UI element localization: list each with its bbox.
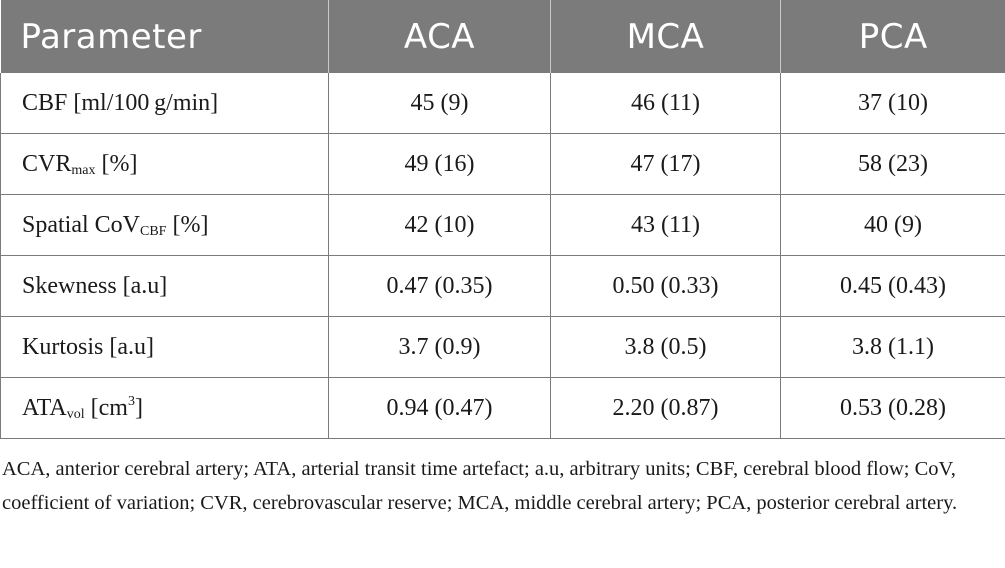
aca-value: 3.7 (0.9) (328, 316, 551, 378)
table-row: Spatial CoVCBF [%] 42 (10) 43 (11) 40 (9… (0, 194, 1005, 256)
mca-value: 3.8 (0.5) (550, 316, 781, 378)
mca-value: 2.20 (0.87) (550, 377, 781, 439)
label-text: Skewness [a.u] (22, 272, 168, 299)
pca-value: 58 (23) (780, 133, 1005, 195)
label-text: Spatial CoV (22, 211, 140, 238)
label-subscript: vol (66, 406, 85, 422)
label-end: ] (134, 394, 143, 421)
table-row: Kurtosis [a.u] 3.7 (0.9) 3.8 (0.5) 3.8 (… (0, 316, 1005, 378)
aca-value: 49 (16) (328, 133, 551, 195)
row-label: ATAvol [cm3] (0, 377, 329, 439)
aca-value: 45 (9) (328, 73, 551, 134)
pca-value: 0.53 (0.28) (780, 377, 1005, 439)
aca-value: 42 (10) (328, 194, 551, 256)
pca-value: 3.8 (1.1) (780, 316, 1005, 378)
row-label: CBF [ml/100 g/min] (0, 73, 329, 134)
header-parameter: Parameter (0, 0, 329, 73)
header-pca: PCA (780, 0, 1005, 73)
label-suffix: [cm (84, 394, 128, 421)
label-suffix: [%] (95, 150, 138, 177)
parameters-table: Parameter ACA MCA PCA CBF [ml/100 g/min]… (0, 0, 1005, 439)
row-label: Kurtosis [a.u] (0, 316, 329, 378)
table-footnote: ACA, anterior cerebral artery; ATA, arte… (2, 458, 958, 514)
mca-value: 43 (11) (550, 194, 781, 256)
row-label: Skewness [a.u] (0, 255, 329, 317)
label-text: Kurtosis [a.u] (22, 333, 154, 360)
mca-value: 0.50 (0.33) (550, 255, 781, 317)
table-row: CVRmax [%] 49 (16) 47 (17) 58 (23) (0, 133, 1005, 195)
label-suffix: [%] (166, 211, 209, 238)
label-superscript: 3 (127, 393, 135, 409)
header-aca: ACA (328, 0, 551, 73)
aca-value: 0.47 (0.35) (328, 255, 551, 317)
row-label: CVRmax [%] (0, 133, 329, 195)
label-text: ATA (22, 394, 67, 421)
label-subscript: CBF (140, 223, 167, 239)
mca-value: 46 (11) (550, 73, 781, 134)
label-text: CBF [ml/100 g/min] (22, 89, 219, 116)
label-subscript: max (71, 162, 96, 178)
pca-value: 40 (9) (780, 194, 1005, 256)
header-mca: MCA (550, 0, 781, 73)
table-row: ATAvol [cm3] 0.94 (0.47) 2.20 (0.87) 0.5… (0, 377, 1005, 439)
pca-value: 37 (10) (780, 73, 1005, 134)
aca-value: 0.94 (0.47) (328, 377, 551, 439)
header-row: Parameter ACA MCA PCA (0, 0, 1005, 73)
mca-value: 47 (17) (550, 133, 781, 195)
label-text: CVR (22, 150, 72, 177)
row-label: Spatial CoVCBF [%] (0, 194, 329, 256)
table-row: Skewness [a.u] 0.47 (0.35) 0.50 (0.33) 0… (0, 255, 1005, 317)
table-row: CBF [ml/100 g/min] 45 (9) 46 (11) 37 (10… (0, 73, 1005, 134)
pca-value: 0.45 (0.43) (780, 255, 1005, 317)
